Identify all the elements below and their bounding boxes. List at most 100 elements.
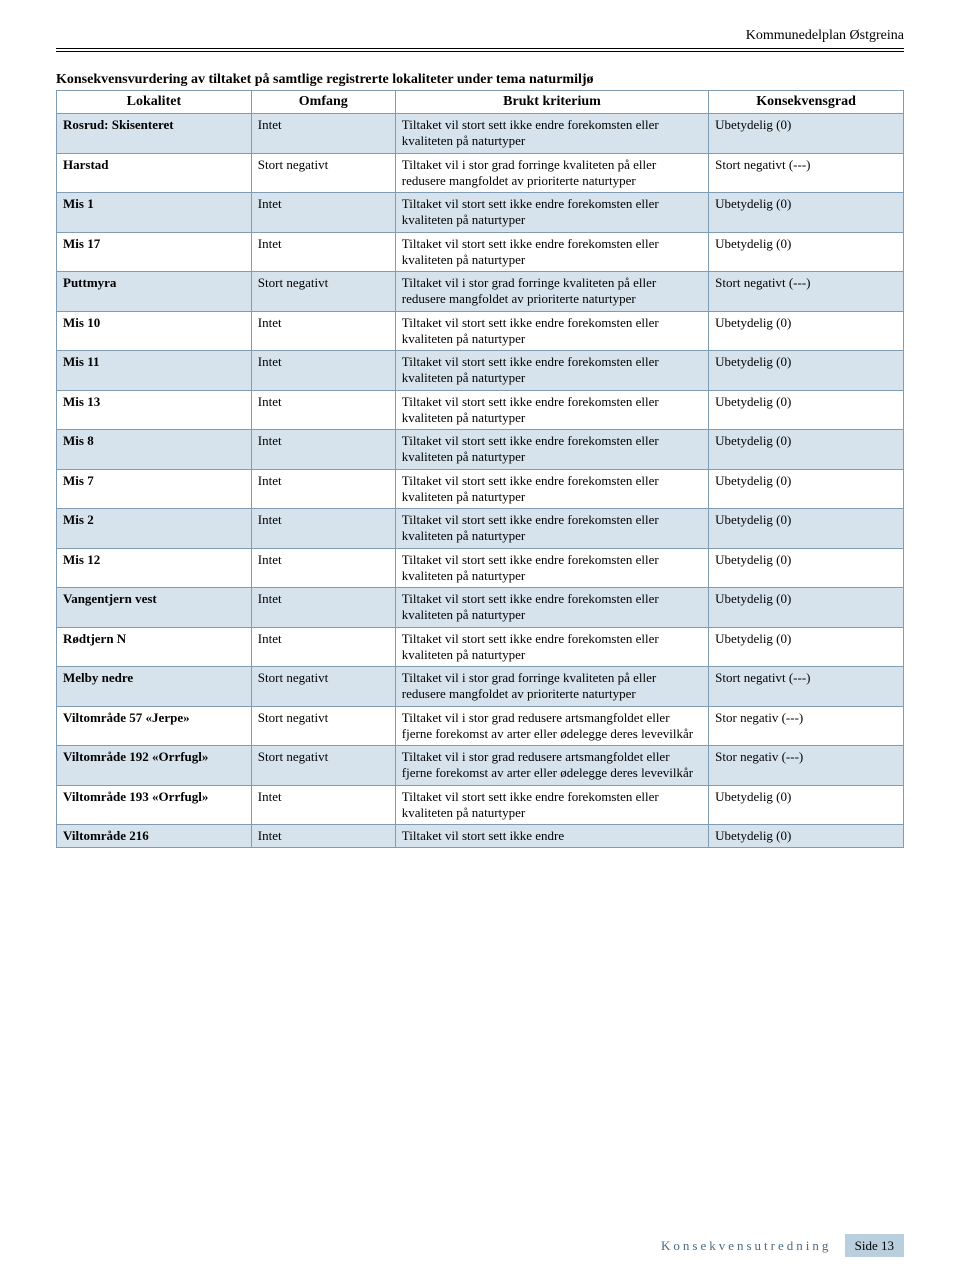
cell-konsekvensgrad: Ubetydelig (0) xyxy=(709,469,904,509)
page-footer: Konsekvensutredning Side 13 xyxy=(661,1238,904,1254)
table-row: Viltområde 216IntetTiltaket vil stort se… xyxy=(57,825,904,848)
cell-omfang: Intet xyxy=(251,548,395,588)
cell-brukt-kriterium: Tiltaket vil stort sett ikke endre forek… xyxy=(395,351,708,391)
cell-brukt-kriterium: Tiltaket vil i stor grad forringe kvalit… xyxy=(395,667,708,707)
cell-omfang: Intet xyxy=(251,114,395,154)
cell-brukt-kriterium: Tiltaket vil stort sett ikke endre forek… xyxy=(395,311,708,351)
cell-omfang: Intet xyxy=(251,430,395,470)
table-row: Rødtjern NIntetTiltaket vil stort sett i… xyxy=(57,627,904,667)
cell-brukt-kriterium: Tiltaket vil stort sett ikke endre forek… xyxy=(395,390,708,430)
table-row: Rosrud: SkisenteretIntetTiltaket vil sto… xyxy=(57,114,904,154)
cell-omfang: Intet xyxy=(251,825,395,848)
table-row: PuttmyraStort negativtTiltaket vil i sto… xyxy=(57,272,904,312)
cell-lokalitet: Mis 8 xyxy=(57,430,252,470)
cell-brukt-kriterium: Tiltaket vil stort sett ikke endre xyxy=(395,825,708,848)
cell-konsekvensgrad: Ubetydelig (0) xyxy=(709,114,904,154)
cell-brukt-kriterium: Tiltaket vil i stor grad redusere artsma… xyxy=(395,746,708,786)
cell-brukt-kriterium: Tiltaket vil i stor grad forringe kvalit… xyxy=(395,153,708,193)
table-row: Mis 13IntetTiltaket vil stort sett ikke … xyxy=(57,390,904,430)
cell-brukt-kriterium: Tiltaket vil stort sett ikke endre forek… xyxy=(395,548,708,588)
cell-brukt-kriterium: Tiltaket vil stort sett ikke endre forek… xyxy=(395,430,708,470)
cell-brukt-kriterium: Tiltaket vil stort sett ikke endre forek… xyxy=(395,627,708,667)
cell-lokalitet: Mis 1 xyxy=(57,193,252,233)
cell-konsekvensgrad: Ubetydelig (0) xyxy=(709,311,904,351)
cell-brukt-kriterium: Tiltaket vil stort sett ikke endre forek… xyxy=(395,509,708,549)
col-header-lokalitet: Lokalitet xyxy=(57,91,252,114)
cell-konsekvensgrad: Ubetydelig (0) xyxy=(709,785,904,825)
cell-omfang: Stort negativt xyxy=(251,153,395,193)
col-header-brukt-kriterium: Brukt kriterium xyxy=(395,91,708,114)
cell-brukt-kriterium: Tiltaket vil i stor grad forringe kvalit… xyxy=(395,272,708,312)
cell-omfang: Intet xyxy=(251,785,395,825)
cell-lokalitet: Mis 13 xyxy=(57,390,252,430)
cell-lokalitet: Puttmyra xyxy=(57,272,252,312)
cell-lokalitet: Mis 11 xyxy=(57,351,252,391)
table-row: Mis 8IntetTiltaket vil stort sett ikke e… xyxy=(57,430,904,470)
cell-omfang: Intet xyxy=(251,509,395,549)
document-header: Kommunedelplan Østgreina xyxy=(56,28,904,49)
cell-lokalitet: Melby nedre xyxy=(57,667,252,707)
cell-konsekvensgrad: Ubetydelig (0) xyxy=(709,430,904,470)
cell-lokalitet: Rosrud: Skisenteret xyxy=(57,114,252,154)
cell-brukt-kriterium: Tiltaket vil stort sett ikke endre forek… xyxy=(395,193,708,233)
cell-lokalitet: Viltområde 193 «Orrfugl» xyxy=(57,785,252,825)
cell-omfang: Stort negativt xyxy=(251,746,395,786)
cell-omfang: Intet xyxy=(251,193,395,233)
footer-title: Konsekvensutredning xyxy=(661,1238,831,1253)
table-row: Mis 11IntetTiltaket vil stort sett ikke … xyxy=(57,351,904,391)
cell-konsekvensgrad: Ubetydelig (0) xyxy=(709,825,904,848)
cell-omfang: Intet xyxy=(251,627,395,667)
cell-konsekvensgrad: Stor negativ (---) xyxy=(709,746,904,786)
cell-lokalitet: Mis 10 xyxy=(57,311,252,351)
table-row: Mis 10IntetTiltaket vil stort sett ikke … xyxy=(57,311,904,351)
cell-konsekvensgrad: Stort negativt (---) xyxy=(709,667,904,707)
cell-lokalitet: Viltområde 216 xyxy=(57,825,252,848)
cell-konsekvensgrad: Stort negativt (---) xyxy=(709,153,904,193)
cell-konsekvensgrad: Ubetydelig (0) xyxy=(709,193,904,233)
cell-lokalitet: Viltområde 192 «Orrfugl» xyxy=(57,746,252,786)
table-title: Konsekvensvurdering av tiltaket på samtl… xyxy=(56,72,904,88)
cell-konsekvensgrad: Ubetydelig (0) xyxy=(709,588,904,628)
cell-konsekvensgrad: Ubetydelig (0) xyxy=(709,232,904,272)
cell-omfang: Intet xyxy=(251,390,395,430)
table-row: Viltområde 192 «Orrfugl»Stort negativtTi… xyxy=(57,746,904,786)
cell-brukt-kriterium: Tiltaket vil stort sett ikke endre forek… xyxy=(395,114,708,154)
cell-lokalitet: Mis 7 xyxy=(57,469,252,509)
table-row: Viltområde 57 «Jerpe»Stort negativtTilta… xyxy=(57,706,904,746)
cell-konsekvensgrad: Ubetydelig (0) xyxy=(709,627,904,667)
cell-konsekvensgrad: Ubetydelig (0) xyxy=(709,509,904,549)
table-row: Viltområde 193 «Orrfugl»IntetTiltaket vi… xyxy=(57,785,904,825)
cell-brukt-kriterium: Tiltaket vil stort sett ikke endre forek… xyxy=(395,469,708,509)
table-row: Vangentjern vestIntetTiltaket vil stort … xyxy=(57,588,904,628)
cell-lokalitet: Mis 12 xyxy=(57,548,252,588)
cell-lokalitet: Vangentjern vest xyxy=(57,588,252,628)
cell-brukt-kriterium: Tiltaket vil stort sett ikke endre forek… xyxy=(395,232,708,272)
cell-brukt-kriterium: Tiltaket vil i stor grad redusere artsma… xyxy=(395,706,708,746)
table-header-row: Lokalitet Omfang Brukt kriterium Konsekv… xyxy=(57,91,904,114)
cell-konsekvensgrad: Stor negativ (---) xyxy=(709,706,904,746)
table-row: Melby nedreStort negativtTiltaket vil i … xyxy=(57,667,904,707)
cell-omfang: Intet xyxy=(251,232,395,272)
col-header-konsekvensgrad: Konsekvensgrad xyxy=(709,91,904,114)
col-header-omfang: Omfang xyxy=(251,91,395,114)
cell-lokalitet: Viltområde 57 «Jerpe» xyxy=(57,706,252,746)
cell-lokalitet: Mis 2 xyxy=(57,509,252,549)
cell-konsekvensgrad: Stort negativt (---) xyxy=(709,272,904,312)
table-row: Mis 7IntetTiltaket vil stort sett ikke e… xyxy=(57,469,904,509)
table-row: Mis 17IntetTiltaket vil stort sett ikke … xyxy=(57,232,904,272)
cell-konsekvensgrad: Ubetydelig (0) xyxy=(709,548,904,588)
cell-konsekvensgrad: Ubetydelig (0) xyxy=(709,390,904,430)
cell-lokalitet: Harstad xyxy=(57,153,252,193)
footer-page-number: Side 13 xyxy=(845,1234,904,1257)
cell-omfang: Stort negativt xyxy=(251,272,395,312)
cell-konsekvensgrad: Ubetydelig (0) xyxy=(709,351,904,391)
cell-omfang: Stort negativt xyxy=(251,706,395,746)
consequence-table: Lokalitet Omfang Brukt kriterium Konsekv… xyxy=(56,90,904,848)
cell-lokalitet: Mis 17 xyxy=(57,232,252,272)
cell-lokalitet: Rødtjern N xyxy=(57,627,252,667)
cell-brukt-kriterium: Tiltaket vil stort sett ikke endre forek… xyxy=(395,588,708,628)
table-row: Mis 1IntetTiltaket vil stort sett ikke e… xyxy=(57,193,904,233)
table-row: Mis 12IntetTiltaket vil stort sett ikke … xyxy=(57,548,904,588)
cell-omfang: Intet xyxy=(251,311,395,351)
cell-omfang: Intet xyxy=(251,469,395,509)
